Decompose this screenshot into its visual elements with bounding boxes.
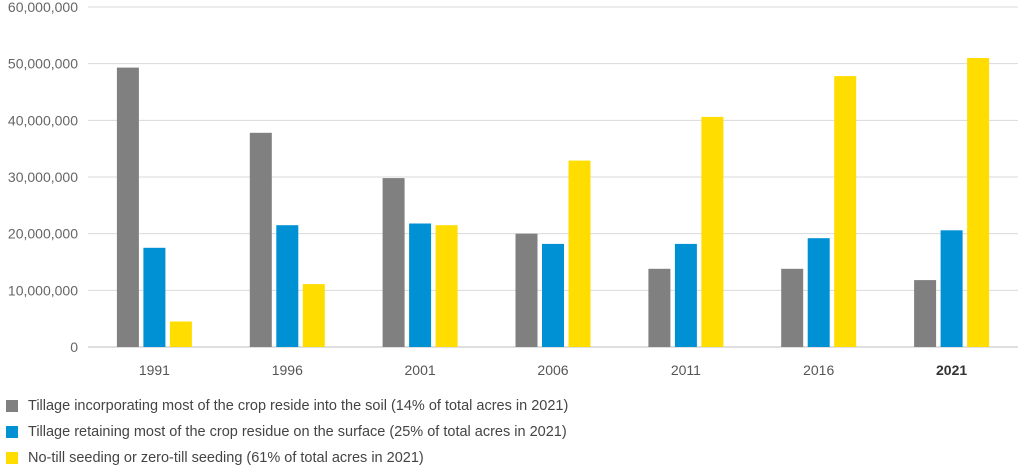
legend-label: Tillage retaining most of the crop resid…	[28, 424, 567, 440]
legend-label: Tillage incorporating most of the crop r…	[28, 398, 569, 414]
bar-2006-series-2	[542, 243, 564, 347]
bar-2021-series-1	[914, 280, 937, 347]
y-tick-label: 50,000,000	[8, 56, 78, 72]
legend-label: No-till seeding or zero-till seeding (61…	[28, 450, 424, 466]
legend-item-tillage-retaining: Tillage retaining most of the crop resid…	[6, 420, 1016, 444]
legend: Tillage incorporating most of the crop r…	[6, 394, 1016, 472]
x-tick-label: 2001	[405, 362, 436, 378]
legend-swatch	[6, 400, 18, 412]
y-tick-label: 0	[70, 339, 78, 355]
bar-1991-series-1	[116, 67, 139, 347]
bars	[116, 58, 990, 348]
bar-2011-series-2	[674, 243, 697, 347]
y-axis-ticks: 0 10,000,000 20,000,000 30,000,000 40,000,00…	[8, 0, 78, 355]
x-axis-ticks: 1991 1996 2001 2006 2011 2016 2021	[139, 362, 968, 378]
x-tick-label: 2021	[936, 362, 967, 378]
bar-1996-series-3	[302, 284, 325, 347]
y-tick-label: 40,000,000	[8, 112, 78, 128]
bar-2021-series-3	[967, 58, 990, 347]
x-tick-label: 2006	[537, 362, 568, 378]
bar-2006-series-3	[568, 160, 591, 347]
legend-swatch	[6, 426, 18, 438]
bar-2016-series-2	[807, 238, 830, 347]
y-tick-label: 20,000,000	[8, 226, 78, 242]
legend-swatch	[6, 452, 18, 464]
bar-chart: 0 10,000,000 20,000,000 30,000,000 40,000,00…	[8, 0, 1018, 378]
bar-2001-series-1	[382, 178, 405, 347]
x-tick-label: 1991	[139, 362, 170, 378]
bar-1991-series-3	[169, 321, 192, 347]
x-tick-label: 2011	[671, 362, 701, 378]
x-tick-label: 2016	[803, 362, 834, 378]
bar-2001-series-3	[435, 225, 458, 347]
x-tick-label: 1996	[272, 362, 303, 378]
bar-2016-series-1	[781, 268, 804, 347]
bar-1996-series-1	[249, 132, 272, 347]
bar-1996-series-2	[276, 225, 299, 347]
bar-1991-series-2	[143, 247, 166, 347]
y-tick-label: 60,000,000	[8, 0, 78, 15]
legend-item-no-till: No-till seeding or zero-till seeding (61…	[6, 446, 1016, 470]
bar-2011-series-1	[648, 268, 671, 347]
bar-2006-series-1	[515, 233, 538, 347]
legend-item-tillage-incorporating: Tillage incorporating most of the crop r…	[6, 394, 1016, 418]
bar-2021-series-2	[940, 230, 963, 347]
bar-2016-series-3	[834, 76, 857, 347]
bar-2011-series-3	[701, 116, 724, 348]
y-tick-label: 10,000,000	[8, 282, 78, 298]
bar-2001-series-2	[409, 223, 432, 347]
gridlines	[88, 6, 1018, 348]
y-tick-label: 30,000,000	[8, 169, 78, 185]
